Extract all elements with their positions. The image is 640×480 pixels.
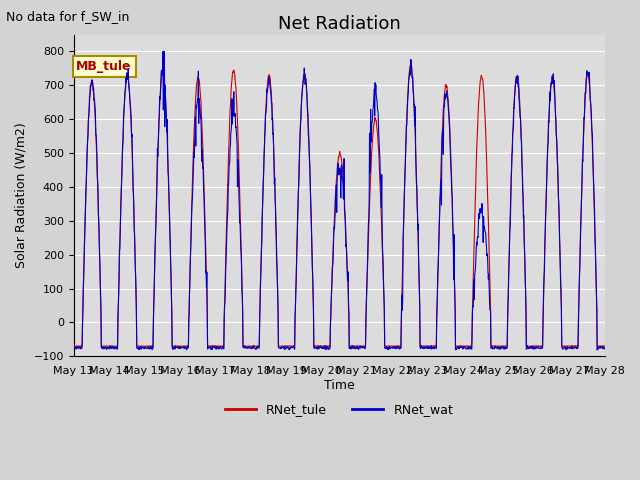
- Title: Net Radiation: Net Radiation: [278, 15, 401, 33]
- Text: MB_tule: MB_tule: [76, 60, 132, 73]
- Legend: RNet_tule, RNet_wat: RNet_tule, RNet_wat: [220, 398, 458, 421]
- Text: No data for f_SW_in: No data for f_SW_in: [6, 10, 130, 23]
- Y-axis label: Solar Radiation (W/m2): Solar Radiation (W/m2): [15, 122, 28, 268]
- X-axis label: Time: Time: [324, 379, 355, 392]
